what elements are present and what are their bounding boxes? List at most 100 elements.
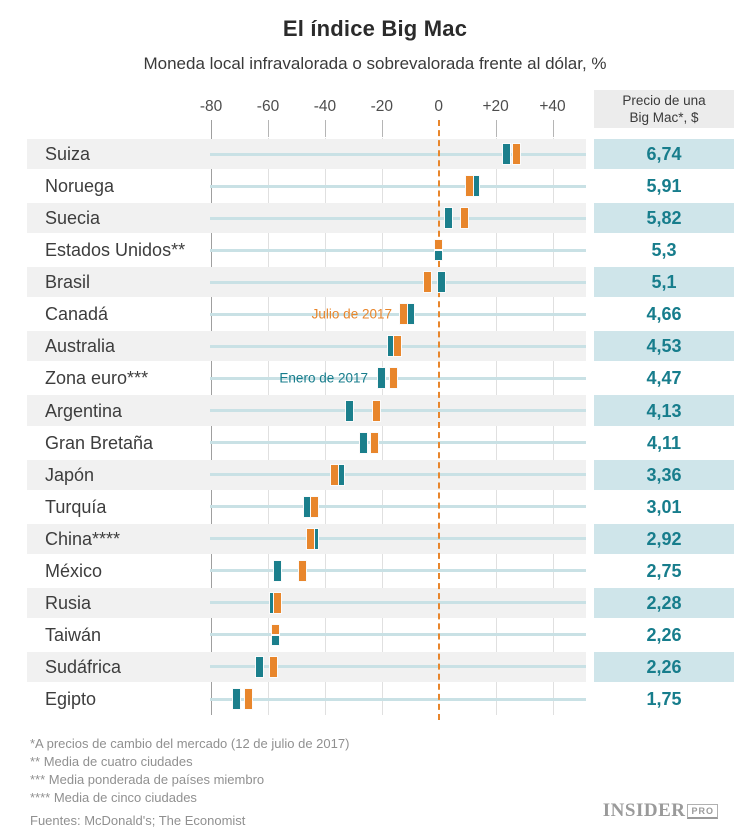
price-cell-background (594, 523, 734, 554)
row-baseline (210, 376, 586, 380)
julio-series-label: Julio de 2017 (311, 306, 392, 322)
zero-reference-line (437, 120, 440, 720)
enero-2017-marker (444, 207, 454, 230)
enero-2017-marker (254, 655, 264, 678)
gridline (495, 138, 497, 715)
julio-2017-marker (330, 463, 340, 486)
country-label: Turquía (45, 496, 107, 517)
footnotes: *A precios de cambio del mercado (12 de … (30, 735, 349, 807)
julio-2017-marker (270, 623, 280, 635)
row-baseline (210, 665, 586, 669)
insiderpro-logo: INSIDER PRO (603, 800, 718, 822)
country-label: Japón (45, 464, 95, 485)
price-cell-background (594, 587, 734, 618)
logo-text: INSIDER (602, 800, 686, 821)
country-label: Suecia (45, 208, 101, 229)
julio-2017-marker (459, 207, 469, 230)
row-baseline (210, 152, 586, 156)
chart-subtitle: Moneda local infravalorada o sobrevalora… (143, 54, 607, 73)
x-axis-tick-label: -20 (370, 98, 393, 115)
price-value: 6,74 (646, 144, 682, 165)
price-header-line1: Precio de una (622, 93, 706, 108)
row-baseline (210, 184, 586, 188)
x-axis-tick-label: +40 (539, 98, 566, 115)
price-value: 3,01 (646, 496, 682, 517)
row-baseline (210, 473, 586, 477)
source-note: Fuentes: McDonald's; The Economist (30, 813, 246, 828)
row-baseline (210, 216, 586, 220)
enero-2017-marker (232, 688, 242, 711)
x-axis-tick-mark (324, 120, 326, 137)
row-baseline (210, 312, 586, 316)
price-value: 4,47 (646, 368, 682, 389)
x-axis-tick-mark (552, 120, 554, 137)
price-value: 2,75 (646, 560, 682, 581)
row-baseline (210, 697, 586, 701)
country-label: Gran Bretaña (45, 432, 154, 453)
country-label: México (45, 560, 103, 581)
price-value: 2,26 (646, 624, 682, 645)
x-axis-tick-label: -40 (313, 98, 337, 115)
gridline (324, 138, 326, 715)
julio-2017-marker (512, 143, 522, 166)
enero-2017-marker (358, 431, 368, 454)
country-label: Rusia (45, 592, 92, 613)
price-value: 5,91 (646, 176, 682, 197)
price-value: 4,53 (646, 336, 682, 357)
price-value: 5,1 (651, 272, 677, 293)
gridline (552, 138, 554, 715)
julio-2017-marker (434, 239, 444, 251)
country-label: Noruega (45, 176, 115, 197)
enero-2017-marker (437, 271, 447, 294)
enero-2017-marker (377, 367, 387, 390)
price-cell-background (594, 395, 734, 426)
row-baseline (210, 569, 586, 573)
price-value: 3,36 (646, 464, 682, 485)
price-cell-background (594, 139, 734, 170)
julio-2017-marker (371, 399, 381, 422)
price-value: 2,28 (646, 592, 682, 613)
julio-2017-marker (297, 559, 307, 582)
x-axis-tick-label: -60 (256, 98, 280, 115)
country-label: Sudáfrica (45, 656, 122, 677)
enero-2017-marker (273, 559, 283, 582)
gridline (268, 138, 269, 715)
price-column-header: Precio de una Big Mac*, $ (594, 90, 734, 128)
price-cell-background (594, 203, 734, 234)
x-axis-tick-label: +20 (482, 98, 509, 115)
logo-pro-badge: PRO (687, 804, 718, 819)
country-label: Zona euro*** (45, 368, 149, 389)
country-label: China**** (45, 528, 121, 549)
julio-2017-marker (392, 335, 402, 358)
julio-2017-marker (370, 431, 380, 454)
row-baseline (210, 441, 586, 445)
footnote: *A precios de cambio del mercado (12 de … (30, 736, 350, 751)
country-label: Argentina (45, 400, 123, 421)
footnote: **** Media de cinco ciudades (30, 790, 197, 805)
price-value: 2,26 (646, 656, 682, 677)
price-value: 4,11 (646, 432, 682, 453)
row-baseline (210, 633, 586, 637)
x-axis-tick-mark (268, 120, 269, 137)
country-label: Egipto (45, 689, 97, 710)
julio-2017-marker (306, 527, 316, 550)
julio-2017-marker (422, 271, 432, 294)
row-baseline (210, 537, 586, 541)
price-cell-background (594, 331, 734, 362)
price-value: 4,13 (646, 400, 682, 421)
price-cell-background (594, 267, 734, 298)
julio-2017-marker (465, 175, 475, 198)
row-baseline (210, 409, 586, 412)
row-baseline (210, 601, 586, 605)
price-value: 1,75 (646, 689, 682, 710)
chart-title: El índice Big Mac (282, 16, 468, 41)
price-cell-background (594, 459, 734, 490)
price-value: 4,66 (646, 304, 682, 325)
row-baseline (210, 505, 586, 509)
enero-2017-marker (502, 143, 512, 166)
footnote: ** Media de cuatro ciudades (30, 754, 193, 769)
country-label: Brasil (45, 272, 91, 293)
gridline (381, 138, 383, 715)
country-label: Australia (45, 336, 116, 357)
x-axis-tick-mark (495, 120, 497, 137)
